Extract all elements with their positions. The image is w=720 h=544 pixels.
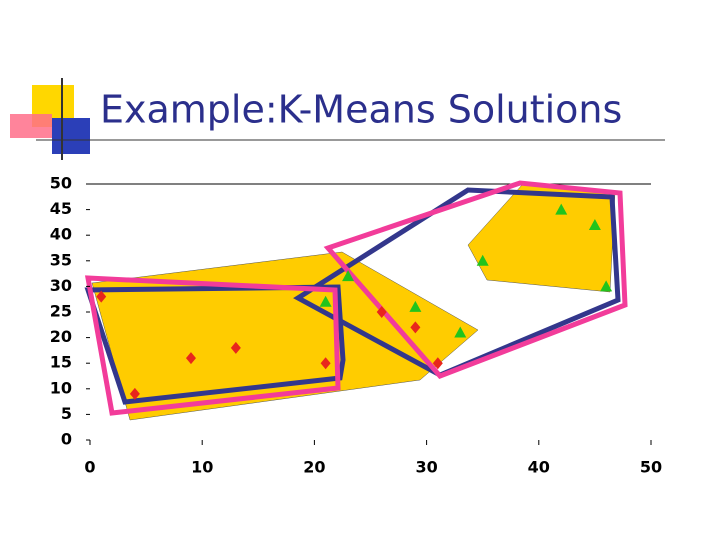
point: [600, 280, 613, 292]
point: [555, 203, 568, 215]
cluster-outline: [323, 180, 628, 379]
point: [454, 326, 467, 338]
point: [320, 357, 331, 370]
y-tick-label: 0: [61, 430, 72, 449]
y-tick-label: 15: [50, 353, 72, 372]
point: [129, 387, 140, 400]
x-tick-label: 10: [191, 458, 213, 477]
deco-square: [52, 118, 90, 154]
point: [432, 357, 443, 370]
y-tick-label: 20: [50, 327, 72, 346]
point: [230, 341, 241, 354]
cluster-region: [467, 184, 616, 293]
y-tick-label: 45: [50, 199, 72, 218]
x-tick-label: 50: [640, 458, 662, 477]
y-tick-label: 10: [50, 378, 72, 397]
x-tick-label: 0: [84, 458, 95, 477]
cluster-outline: [84, 275, 341, 416]
deco-square: [10, 114, 52, 138]
point: [185, 352, 196, 365]
point: [319, 295, 332, 307]
y-tick-label: 25: [50, 302, 72, 321]
point: [588, 218, 601, 230]
cluster-regions: [84, 180, 628, 421]
x-tick-label: 30: [415, 458, 437, 477]
y-tick-label: 50: [50, 174, 72, 193]
x-tick-label: 40: [528, 458, 550, 477]
point: [376, 306, 387, 318]
point: [96, 290, 107, 303]
slide-title: Example:K-Means Solutions: [100, 88, 622, 132]
y-tick-label: 40: [50, 225, 72, 244]
point: [342, 270, 355, 282]
y-tick-label: 35: [50, 250, 72, 269]
point: [476, 254, 489, 266]
y-tick-label: 30: [50, 276, 72, 295]
point: [409, 300, 422, 312]
slide-decoration: [10, 78, 665, 160]
y-tick-label: 5: [61, 404, 72, 423]
x-tick-label: 20: [303, 458, 325, 477]
point: [410, 321, 421, 334]
